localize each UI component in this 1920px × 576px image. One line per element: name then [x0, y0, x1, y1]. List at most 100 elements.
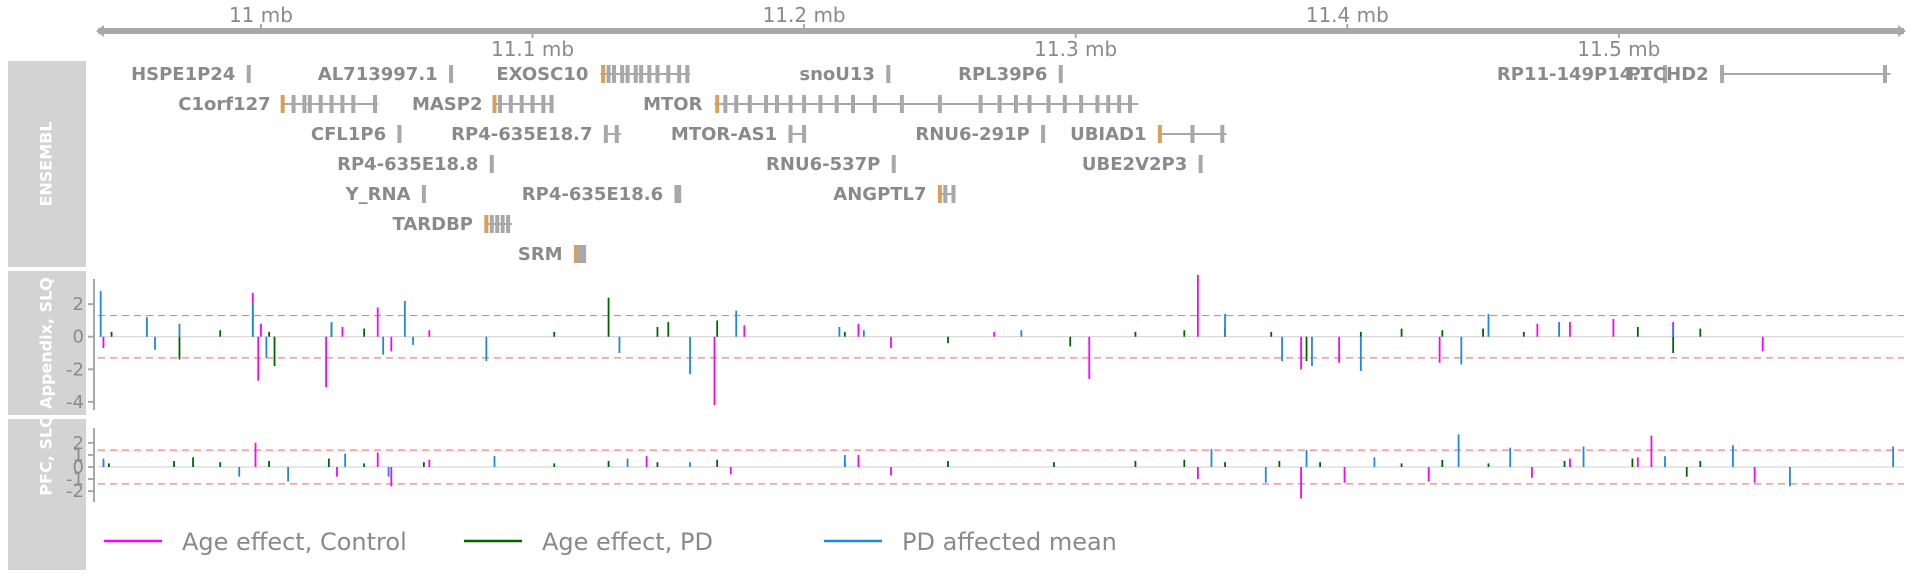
gene-model: RP4-635E18.6	[522, 184, 682, 205]
gene-model: RNU6-537P	[766, 154, 896, 175]
gene-track-label: ENSEMBL	[37, 121, 56, 206]
gene-exon	[603, 125, 608, 143]
gene-exon	[530, 95, 535, 113]
gene-exon	[291, 95, 296, 113]
gene-exon	[449, 65, 454, 83]
gene-label: HSPE1P24	[131, 64, 235, 85]
gene-exon	[802, 95, 807, 113]
gene-exon	[886, 65, 891, 83]
y-tick-label: 2	[73, 433, 84, 454]
gene-label: RNU6-291P	[915, 124, 1029, 145]
gene-model: snoU13	[799, 64, 891, 85]
legend-label: Age effect, Control	[182, 528, 407, 556]
series-age-effect-control	[102, 435, 1756, 499]
gene-exon	[614, 125, 619, 143]
gene-exon	[484, 215, 489, 233]
gene-exon	[500, 215, 505, 233]
gene-model: RP4-635E18.8	[337, 154, 494, 175]
gene-model: TARDBP	[392, 214, 513, 235]
gene-exon	[677, 185, 682, 203]
gene-model: ANGPTL7	[833, 184, 956, 205]
gene-label: Y_RNA	[345, 184, 411, 205]
axis-tick-label: 11 mb	[229, 3, 293, 27]
gene-exon	[1220, 125, 1225, 143]
gene-exon	[1058, 65, 1063, 83]
y-tick-label: 2	[73, 294, 84, 315]
gene-exon	[318, 95, 323, 113]
genomic-axis: 11 mb 11.2 mb 11.4 mb 11.1 mb 11.3 mb 11.5 mb	[96, 3, 1906, 61]
gene-label: MTOR-AS1	[671, 124, 777, 145]
gene-exon	[508, 95, 513, 113]
gene-label: UBIAD1	[1070, 124, 1146, 145]
gene-label: ANGPTL7	[833, 184, 926, 205]
axis-tick-label: 11.5 mb	[1577, 37, 1660, 61]
panel-appendix: Appendix, SLQ -4 -2 0 2	[8, 271, 1904, 415]
gene-exon	[764, 95, 769, 113]
y-tick-label: -1	[66, 469, 84, 490]
gene-exon	[1041, 125, 1046, 143]
gene-label: RPL39P6	[958, 64, 1047, 85]
gene-exon	[639, 65, 644, 83]
gene-exon	[818, 95, 823, 113]
gene-exon	[1720, 65, 1725, 83]
gene-exon	[1106, 95, 1111, 113]
gene-exon	[397, 125, 402, 143]
panel-appendix-plot: -4 -2 0 2	[66, 274, 1904, 413]
gene-model: UBE2V2P3	[1082, 154, 1203, 175]
gene-exon	[1046, 95, 1051, 113]
gene-label: RP4-635E18.8	[337, 154, 478, 175]
axis-tick-label: 11.4 mb	[1306, 3, 1389, 27]
axis-left-arrow	[96, 25, 104, 37]
gene-exon	[1013, 95, 1018, 113]
gene-exon	[519, 95, 524, 113]
gene-label: RP11-149P14.1	[1497, 64, 1652, 85]
gene-exon	[1079, 95, 1084, 113]
gene-model: SRM	[518, 244, 587, 265]
gene-exon	[506, 215, 511, 233]
gene-exon	[747, 95, 752, 113]
gene-exon	[899, 95, 904, 113]
gene-model: HSPE1P24	[131, 64, 251, 85]
gene-model: RP4-635E18.7	[451, 124, 621, 145]
gene-model: C1orf127	[178, 94, 378, 115]
gene-model: PTCHD2	[1627, 64, 1891, 85]
series-age-effect-control	[102, 274, 1764, 406]
gene-exon	[1190, 125, 1195, 143]
gene-exon	[606, 65, 611, 83]
gene-exon	[541, 95, 546, 113]
gene-label: UBE2V2P3	[1082, 154, 1187, 175]
gene-exon	[734, 95, 739, 113]
series-age-effect-pd	[107, 457, 1702, 477]
series-pd-affected-mean	[102, 434, 1895, 487]
gene-label: RP4-635E18.6	[522, 184, 663, 205]
gene-exon	[997, 95, 1002, 113]
gene-exon	[951, 185, 956, 203]
gene-model: Y_RNA	[345, 184, 426, 205]
gene-exon	[937, 95, 942, 113]
gene-label: TARDBP	[392, 214, 473, 235]
gene-exon	[421, 185, 426, 203]
gene-exon	[1027, 95, 1032, 113]
legend-label: Age effect, PD	[542, 528, 713, 556]
gene-exon	[625, 65, 630, 83]
gene-label: CFL1P6	[311, 124, 386, 145]
y-tick-label: 0	[73, 457, 84, 478]
gene-exon	[495, 215, 500, 233]
gene-exon	[1663, 65, 1668, 83]
y-tick-label: 1	[73, 445, 84, 466]
y-tick-label: -2	[66, 481, 84, 502]
gene-exon	[655, 65, 660, 83]
gene-exon	[788, 95, 793, 113]
gene-exon	[1095, 95, 1100, 113]
gene-exon	[351, 95, 356, 113]
gene-label: RNU6-537P	[766, 154, 880, 175]
gene-exon	[549, 95, 554, 113]
panel-appendix-label-box	[8, 271, 86, 415]
gene-model: RNU6-291P	[915, 124, 1046, 145]
gene-label: MTOR	[643, 94, 702, 115]
gene-exon	[601, 65, 606, 83]
gene-exon	[280, 95, 285, 113]
gene-exon	[492, 95, 497, 113]
gene-track: ENSEMBL HSPE1P24 AL713997.1 EXOSC10 snoU13 R…	[8, 61, 1891, 267]
gene-exon	[872, 95, 877, 113]
